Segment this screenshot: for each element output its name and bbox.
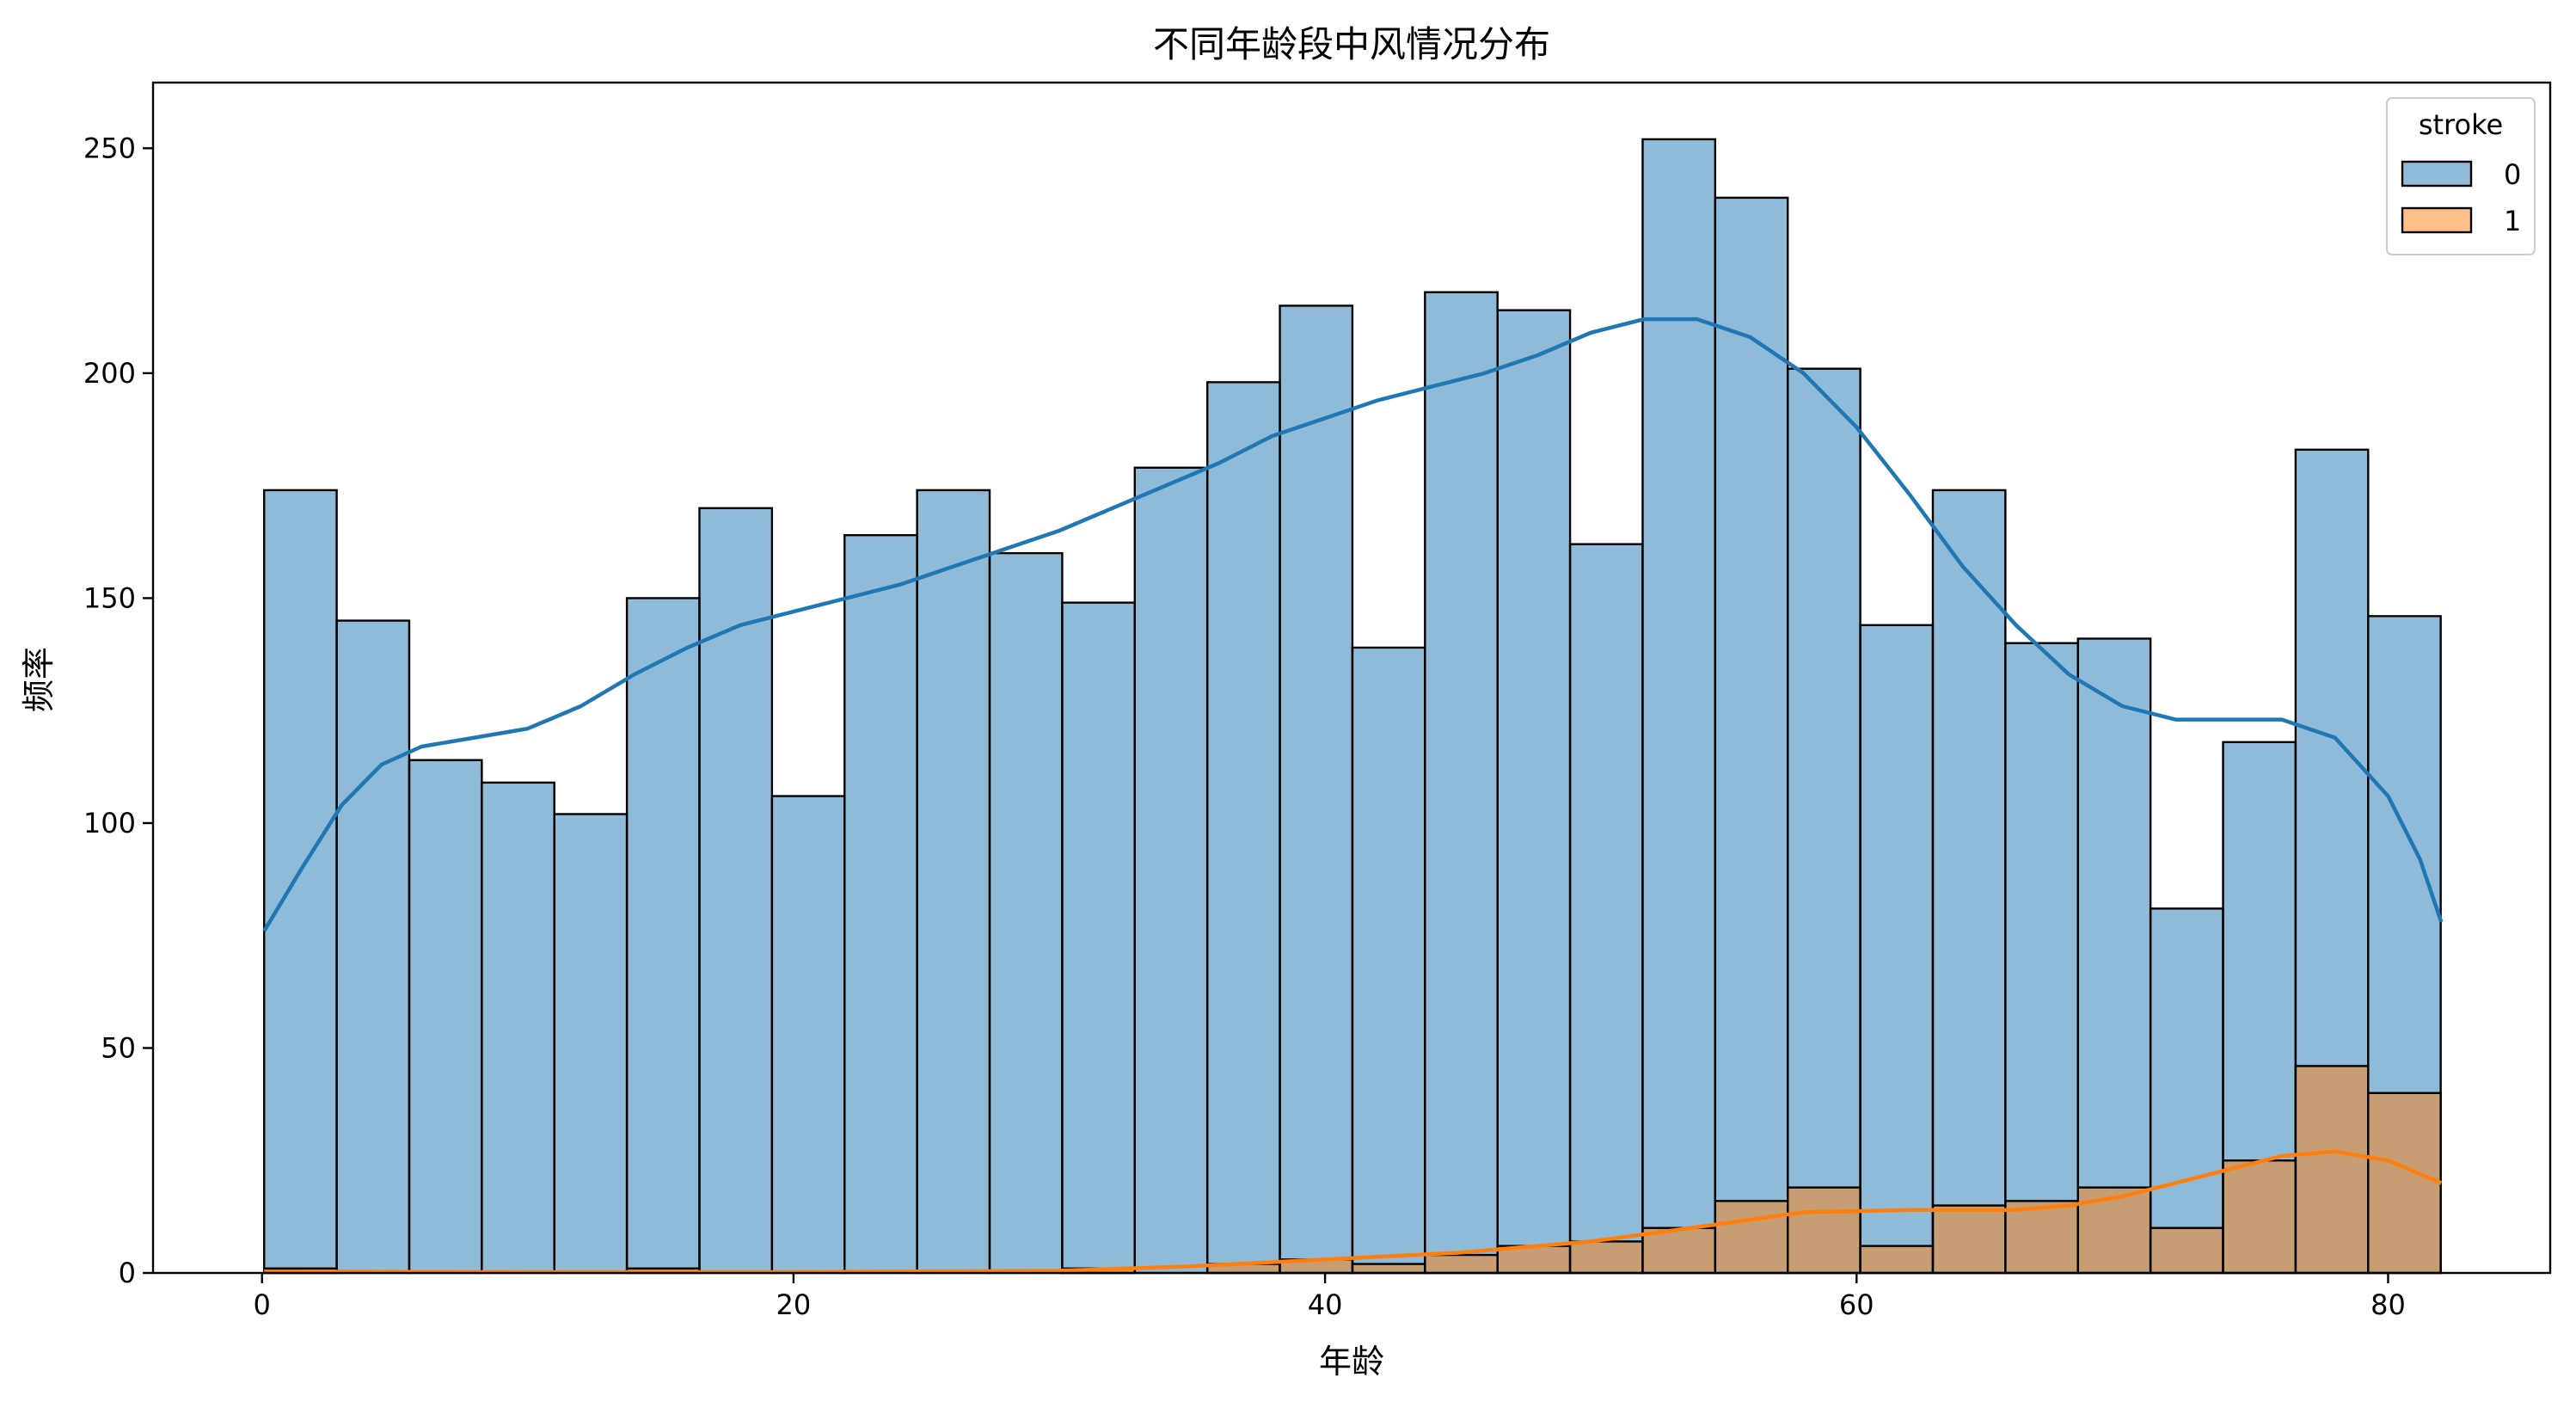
y-tick-label: 200: [83, 357, 136, 390]
bar-series-0: [1133, 466, 1209, 1275]
legend-label-0: 0: [2504, 158, 2521, 191]
bar-series-1: [2149, 1227, 2224, 1275]
bar-series-0: [1787, 367, 1861, 1275]
y-tick-label: 100: [83, 807, 136, 839]
y-tick-label: 0: [119, 1257, 136, 1289]
bar-series-1: [1424, 1253, 1499, 1275]
kde-line-series-1: [264, 1149, 2443, 1275]
legend-label-1: 1: [2504, 205, 2521, 237]
x-tick-label: 0: [254, 1288, 271, 1321]
bar-series-0: [625, 597, 701, 1275]
x-tick-label: 20: [776, 1288, 812, 1321]
bar-series-0: [263, 489, 338, 1275]
bar-series-0: [1931, 489, 2007, 1275]
bar-series-1: [1351, 1263, 1426, 1275]
bar-series-0: [1714, 196, 1789, 1275]
legend-title: stroke: [2419, 108, 2503, 141]
bar-series-1: [2367, 1091, 2442, 1275]
y-tick-label: 50: [101, 1031, 136, 1064]
bar-series-0: [1496, 309, 1572, 1275]
bar-series-0: [1205, 381, 1281, 1275]
bar-series-1: [2222, 1159, 2297, 1275]
x-tick-label: 60: [1839, 1288, 1874, 1321]
bar-series-0: [553, 813, 629, 1275]
bar-series-0: [1424, 291, 1499, 1275]
x-tick-label: 80: [2371, 1288, 2406, 1321]
legend-swatch-1: [2401, 206, 2473, 234]
bar-series-0: [335, 619, 411, 1275]
chart-title: 不同年龄段中风情况分布: [1153, 23, 1550, 65]
bar-series-0: [1279, 304, 1354, 1275]
bar-series-0: [770, 795, 846, 1275]
bar-series-1: [2294, 1065, 2370, 1275]
kde-line-series-0: [262, 317, 2444, 932]
bar-series-0: [2076, 637, 2152, 1275]
legend-swatch-0: [2401, 160, 2473, 188]
bar-series-0: [1859, 624, 1935, 1275]
bar-series-0: [698, 507, 774, 1275]
bar-series-1: [1931, 1204, 2007, 1275]
bar-series-1: [2076, 1186, 2152, 1275]
bar-series-1: [1787, 1186, 1861, 1275]
bar-series-0: [2004, 642, 2079, 1275]
y-axis-label: 频率: [20, 647, 58, 712]
x-tick-label: 40: [1308, 1288, 1343, 1321]
bar-series-0: [408, 759, 483, 1275]
bar-series-1: [1859, 1245, 1935, 1275]
bar-series-0: [481, 781, 555, 1275]
bar-series-0: [1641, 138, 1717, 1275]
axes-frame: [151, 81, 2552, 1275]
bar-series-0: [843, 533, 918, 1275]
bar-series-0: [916, 489, 991, 1275]
bar-series-0: [1061, 601, 1136, 1275]
y-tick-label: 250: [83, 132, 136, 164]
x-axis-label: 年龄: [1319, 1343, 1384, 1380]
bar-series-0: [1568, 543, 1644, 1275]
y-tick-label: 150: [83, 581, 136, 614]
bar-series-0: [988, 551, 1064, 1275]
bar-series-1: [1714, 1200, 1789, 1275]
bar-series-1: [1568, 1240, 1644, 1275]
bar-series-0: [2149, 907, 2224, 1275]
bar-series-0: [1351, 646, 1426, 1275]
